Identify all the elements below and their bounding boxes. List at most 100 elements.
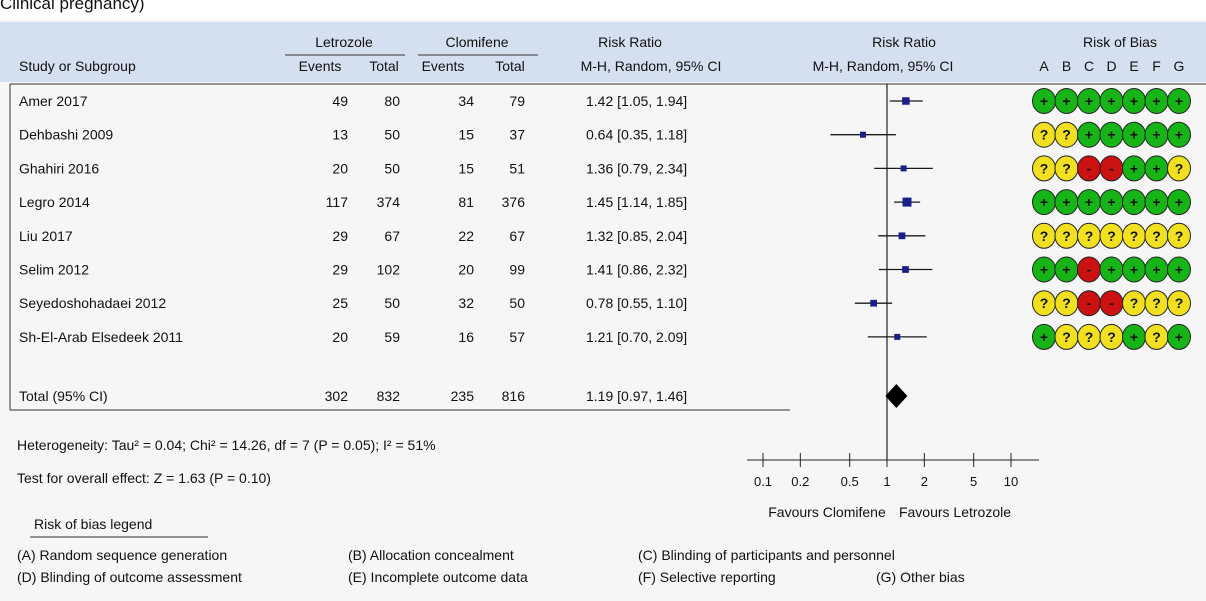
bias-column-letter: E [1129,58,1138,74]
bias-judgement: + [1107,194,1115,210]
clomifene-total: 51 [509,160,525,176]
figure-caption: Clinical pregnancy) [0,0,145,13]
total-clomifene-events: 235 [451,388,475,404]
effect-marker [902,266,909,273]
column-header: Total [495,58,525,74]
risk-ratio-ci: 0.78 [0.55, 1.10] [586,295,687,311]
clomifene-events: 15 [458,160,474,176]
bias-judgement: + [1085,93,1093,109]
clomifene-events: 15 [458,127,474,143]
column-header: Study or Subgroup [19,58,136,74]
effect-marker [902,97,910,105]
bias-judgement: - [1087,160,1092,176]
bias-judgement: + [1175,262,1183,278]
total-clomifene-total: 816 [502,388,526,404]
study-name: Liu 2017 [19,228,73,244]
bias-circle [1167,256,1191,283]
risk-of-bias-grid: + + + + + + +?? + + + + +?? - - + + ?+ + + + + + +?????? ?+ + - + +… [1032,88,1191,350]
bias-judgement: - [1109,160,1114,176]
x-axis-tick-label: 0.5 [841,474,859,489]
bias-circle [1167,222,1191,249]
clomifene-total: 376 [502,194,526,210]
bias-judgement: + [1040,329,1048,345]
bias-judgement: ? [1085,329,1094,345]
study-name: Ghahiri 2016 [19,160,99,176]
study-name: Sh-El-Arab Elsedeek 2011 [19,329,183,345]
bias-judgement: ? [1062,329,1071,345]
bias-judgement: + [1175,93,1183,109]
total-risk-ratio-ci: 1.19 [0.97, 1.46] [586,388,687,404]
bias-judgement: ? [1062,228,1071,244]
bias-circle [1167,121,1191,148]
favours-right-label: Favours Letrozole [899,504,1011,520]
study-name: Selim 2012 [19,262,89,278]
clomifene-total: 57 [509,329,525,345]
effect-marker [859,131,866,138]
bias-column-letter: F [1152,58,1161,74]
bias-judgement: + [1130,262,1138,278]
study-rows: Amer 2017 49 80 34 79 1.42 [1.05, 1.94] Dehbas… [19,93,687,404]
bias-column-letter: A [1039,58,1049,74]
bias-judgement: + [1152,262,1160,278]
effect-marker [898,232,906,240]
bias-judgement: ? [1040,127,1049,143]
bias-circle [1167,290,1191,317]
letrozole-total: 50 [384,160,400,176]
bias-judgement: ? [1152,329,1161,345]
letrozole-total: 374 [377,194,401,210]
bias-judgement: ? [1107,329,1116,345]
favours-left-label: Favours Clomifene [768,504,886,520]
letrozole-total: 102 [377,262,401,278]
table-header: Letrozole Clomifene Risk Ratio Risk Ratio Ri… [9,34,1206,411]
bias-column-letter: G [1174,58,1185,74]
study-name: Seyedoshohadaei 2012 [19,295,166,311]
header-group-label: Clomifene [445,34,508,50]
bias-judgement: + [1062,194,1070,210]
bias-judgement: + [1152,194,1160,210]
study-name: Legro 2014 [19,194,90,210]
letrozole-total: 67 [384,228,400,244]
footer-stats: Heterogeneity: Tau² = 0.04; Chi² = 14.26… [17,437,436,486]
clomifene-total: 67 [509,228,525,244]
study-name: Amer 2017 [19,93,88,109]
risk-ratio-ci: 1.45 [1.14, 1.85] [586,194,687,210]
bias-judgement: ? [1040,160,1049,176]
bias-judgement: ? [1175,228,1184,244]
bias-judgement: ? [1152,295,1161,311]
clomifene-events: 81 [458,194,474,210]
legend-item: (A) Random sequence generation [17,547,227,563]
clomifene-total: 50 [509,295,525,311]
bias-judgement: + [1040,262,1048,278]
bias-circle [1167,155,1191,182]
clomifene-total: 99 [509,262,525,278]
bias-judgement: + [1130,127,1138,143]
clomifene-events: 22 [458,228,474,244]
bias-judgement: + [1130,194,1138,210]
bias-judgement: ? [1130,295,1139,311]
bias-circle [1167,189,1191,216]
legend-item: (F) Selective reporting [638,569,776,585]
bias-judgement: + [1175,194,1183,210]
bias-judgement: + [1175,127,1183,143]
column-header: M-H, Random, 95% CI [813,58,954,74]
x-axis-tick-label: 5 [970,474,977,489]
column-header: Total [369,58,399,74]
x-axis-tick-label: 0.2 [791,474,809,489]
bias-judgement: ? [1175,295,1184,311]
header-group-label: Risk Ratio [598,34,662,50]
legend-item: (D) Blinding of outcome assessment [17,569,242,585]
legend-item: (G) Other bias [876,569,965,585]
overall-effect-stats: Test for overall effect: Z = 1.63 (P = 0… [17,470,271,486]
bias-judgement: + [1130,329,1138,345]
effect-marker [900,165,907,172]
bias-judgement: + [1130,160,1138,176]
bias-judgement: + [1040,93,1048,109]
risk-ratio-ci: 1.21 [0.70, 2.09] [586,329,687,345]
column-header: Events [299,58,342,74]
risk-ratio-ci: 1.42 [1.05, 1.94] [586,93,687,109]
letrozole-events: 29 [332,228,348,244]
x-axis-tick-label: 2 [921,474,928,489]
bias-judgement: - [1109,295,1114,311]
letrozole-total: 50 [384,127,400,143]
